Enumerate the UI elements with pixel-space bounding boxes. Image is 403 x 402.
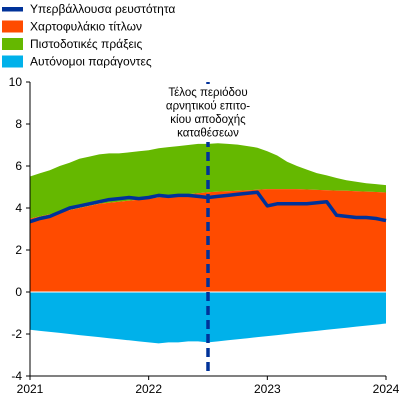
legend: Υπερβάλλουσα ρευστότητα Χαρτοφυλάκιο τίτλ…: [2, 2, 175, 69]
legend-swatch-autonomous: [2, 55, 23, 68]
axes: -4 -2 0 2 4 6 8 10 2021 2022 2023 2024: [9, 75, 400, 396]
y-tick-label: -4: [11, 369, 22, 383]
legend-swatch-securities: [2, 20, 23, 33]
y-tick-label: 8: [15, 117, 22, 131]
x-tick-label: 2023: [254, 382, 281, 396]
legend-swatch-credit: [2, 38, 23, 50]
series-area-autonomous: [30, 292, 386, 344]
legend-label-credit: Πιστοδοτικές πράξεις: [30, 37, 142, 51]
annotation-text-line: καταθέσεων: [177, 128, 239, 140]
legend-label-excess_liquidity: Υπερβάλλουσα ρευστότητα: [30, 2, 175, 16]
annotation-text-line: κίου αποδοχής: [170, 114, 246, 126]
y-tick-label: 0: [15, 285, 22, 299]
y-tick-label: 2: [15, 243, 22, 257]
annotation-text-line: αρνητικού επιτο-: [166, 101, 250, 113]
y-tick-label: -2: [11, 327, 22, 341]
annotation: Τέλος περιόδου αρνητικού επιτο-κίου αποδο…: [153, 82, 263, 376]
x-tick-label: 2022: [135, 382, 162, 396]
annotation-text-line: Τέλος περιόδου: [168, 87, 247, 99]
y-tick-label: 4: [15, 201, 22, 215]
legend-swatch-excess_liquidity: [2, 7, 23, 12]
x-tick-label: 2024: [373, 382, 400, 396]
legend-label-autonomous: Αυτόνομοι παράγοντες: [30, 55, 152, 69]
annotation-box: [153, 84, 263, 142]
x-tick-label: 2021: [17, 382, 44, 396]
y-tick-label: 10: [9, 75, 23, 89]
legend-label-securities: Χαρτοφυλάκιο τίτλων: [30, 20, 142, 34]
y-tick-label: 6: [15, 159, 22, 173]
